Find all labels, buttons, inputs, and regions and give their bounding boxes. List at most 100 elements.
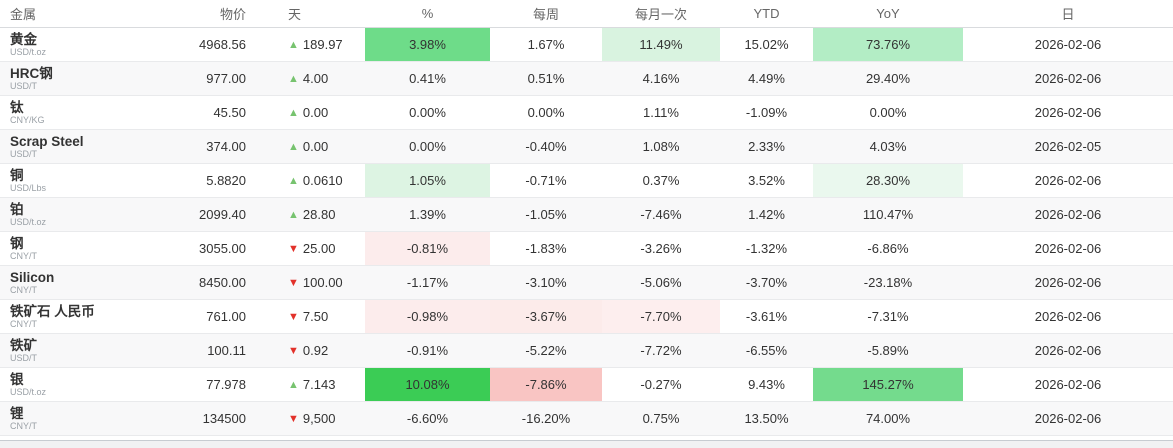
col-header-price[interactable]: 物价	[170, 0, 250, 28]
day-value: 189.97	[302, 37, 343, 52]
weekly-cell: -0.40%	[490, 129, 602, 164]
pct-cell: -0.81%	[365, 231, 490, 266]
day-direction-icon: ▼	[288, 277, 299, 289]
table-row[interactable]: Scrap Steel USD/T 374.00 ▲ 0.00 0.00% -0.…	[0, 129, 1173, 164]
yoy-cell: 4.03%	[813, 129, 963, 164]
table-row[interactable]: HRC钢 USD/T 977.00 ▲ 4.00 0.41% 0.51% 4.16…	[0, 61, 1173, 96]
table-row[interactable]: 铁矿石 人民币 CNY/T 761.00 ▼ 7.50 -0.98% -3.67%…	[0, 299, 1173, 334]
monthly-cell: -0.27%	[602, 367, 720, 402]
metal-name[interactable]: 铁矿	[10, 337, 37, 353]
metal-name[interactable]: 黄金	[10, 31, 37, 47]
day-cell: ▲ 4.00	[250, 61, 365, 96]
yoy-cell: 145.27%	[813, 367, 963, 402]
col-header-ytd[interactable]: YTD	[720, 0, 813, 28]
metal-unit: USD/t.oz	[10, 46, 47, 57]
day-direction-icon: ▲	[288, 141, 299, 153]
bottom-scrollbar-track[interactable]	[0, 440, 1173, 448]
table-row[interactable]: 钛 CNY/KG 45.50 ▲ 0.00 0.00% 0.00% 1.11% -…	[0, 95, 1173, 130]
weekly-cell: 0.00%	[490, 95, 602, 130]
metal-name[interactable]: 钛	[10, 99, 24, 115]
metal-unit: USD/T	[10, 80, 37, 91]
weekly-cell: -3.10%	[490, 265, 602, 300]
day-direction-icon: ▲	[288, 107, 299, 119]
metal-name[interactable]: HRC钢	[10, 65, 53, 81]
table-row[interactable]: 铂 USD/t.oz 2099.40 ▲ 28.80 1.39% -1.05% -…	[0, 197, 1173, 232]
date-cell: 2026-02-06	[963, 333, 1173, 368]
col-header-metal[interactable]: 金属	[0, 0, 170, 28]
table-row[interactable]: 黄金 USD/t.oz 4968.56 ▲ 189.97 3.98% 1.67% …	[0, 27, 1173, 62]
day-direction-icon: ▲	[288, 39, 299, 51]
metal-cell: 黄金 USD/t.oz	[0, 27, 170, 62]
weekly-cell: -5.22%	[490, 333, 602, 368]
pct-cell: 0.00%	[365, 129, 490, 164]
day-value: 7.143	[302, 377, 336, 392]
metal-name[interactable]: 铜	[10, 167, 24, 183]
pct-cell: 0.41%	[365, 61, 490, 96]
col-header-date[interactable]: 日	[963, 0, 1173, 28]
commodities-table: 金属 物价 天 % 每周 每月一次 YTD YoY 日 黄金 USD/t.oz …	[0, 0, 1173, 436]
day-cell: ▲ 189.97	[250, 27, 365, 62]
table-row[interactable]: Silicon CNY/T 8450.00 ▼ 100.00 -1.17% -3.…	[0, 265, 1173, 300]
metal-unit: CNY/T	[10, 284, 37, 295]
weekly-cell: -1.05%	[490, 197, 602, 232]
price-cell: 374.00	[170, 129, 250, 164]
metal-unit: USD/t.oz	[10, 386, 47, 397]
day-direction-icon: ▼	[288, 243, 299, 255]
col-header-day[interactable]: 天	[250, 0, 365, 28]
metal-cell: 钛 CNY/KG	[0, 95, 170, 130]
date-cell: 2026-02-06	[963, 163, 1173, 198]
pct-cell: -6.60%	[365, 401, 490, 436]
day-direction-icon: ▲	[288, 73, 299, 85]
monthly-cell: -5.06%	[602, 265, 720, 300]
ytd-cell: 15.02%	[720, 27, 813, 62]
date-cell: 2026-02-06	[963, 27, 1173, 62]
metal-name[interactable]: 铂	[10, 201, 24, 217]
day-cell: ▲ 28.80	[250, 197, 365, 232]
col-header-weekly[interactable]: 每周	[490, 0, 602, 28]
price-cell: 77.978	[170, 367, 250, 402]
day-value: 0.0610	[302, 173, 343, 188]
metal-unit: USD/Lbs	[10, 182, 47, 193]
day-cell: ▲ 0.00	[250, 129, 365, 164]
metal-name[interactable]: 钢	[10, 235, 24, 251]
table-row[interactable]: 铁矿 USD/T 100.11 ▼ 0.92 -0.91% -5.22% -7.7…	[0, 333, 1173, 368]
col-header-pct[interactable]: %	[365, 0, 490, 28]
ytd-cell: 3.52%	[720, 163, 813, 198]
date-cell: 2026-02-06	[963, 95, 1173, 130]
day-cell: ▼ 7.50	[250, 299, 365, 334]
metal-name[interactable]: Silicon	[10, 269, 55, 285]
metal-cell: 铁矿 USD/T	[0, 333, 170, 368]
weekly-cell: 0.51%	[490, 61, 602, 96]
table-row[interactable]: 铜 USD/Lbs 5.8820 ▲ 0.0610 1.05% -0.71% 0.…	[0, 163, 1173, 198]
table-row[interactable]: 银 USD/t.oz 77.978 ▲ 7.143 10.08% -7.86% -…	[0, 367, 1173, 402]
pct-cell: -1.17%	[365, 265, 490, 300]
metal-cell: Silicon CNY/T	[0, 265, 170, 300]
metal-cell: 银 USD/t.oz	[0, 367, 170, 402]
day-cell: ▼ 0.92	[250, 333, 365, 368]
yoy-cell: 74.00%	[813, 401, 963, 436]
metal-cell: 锂 CNY/T	[0, 401, 170, 436]
col-header-monthly[interactable]: 每月一次	[602, 0, 720, 28]
monthly-cell: -7.46%	[602, 197, 720, 232]
price-cell: 5.8820	[170, 163, 250, 198]
col-header-yoy[interactable]: YoY	[813, 0, 963, 28]
metal-name[interactable]: 锂	[10, 405, 24, 421]
day-value: 4.00	[302, 71, 329, 86]
ytd-cell: 13.50%	[720, 401, 813, 436]
price-cell: 761.00	[170, 299, 250, 334]
metal-name[interactable]: Scrap Steel	[10, 133, 84, 149]
metal-name[interactable]: 银	[10, 371, 24, 387]
metal-unit: CNY/T	[10, 420, 37, 431]
metal-name[interactable]: 铁矿石 人民币	[10, 303, 95, 319]
day-value: 7.50	[302, 309, 329, 324]
day-direction-icon: ▲	[288, 209, 299, 221]
metal-cell: 铜 USD/Lbs	[0, 163, 170, 198]
day-cell: ▼ 9,500	[250, 401, 365, 436]
table-row[interactable]: 钢 CNY/T 3055.00 ▼ 25.00 -0.81% -1.83% -3.…	[0, 231, 1173, 266]
day-direction-icon: ▼	[288, 345, 299, 357]
pct-cell: 10.08%	[365, 367, 490, 402]
day-value: 25.00	[302, 241, 336, 256]
table-row[interactable]: 锂 CNY/T 134500 ▼ 9,500 -6.60% -16.20% 0.7…	[0, 401, 1173, 436]
date-cell: 2026-02-05	[963, 129, 1173, 164]
ytd-cell: -3.61%	[720, 299, 813, 334]
